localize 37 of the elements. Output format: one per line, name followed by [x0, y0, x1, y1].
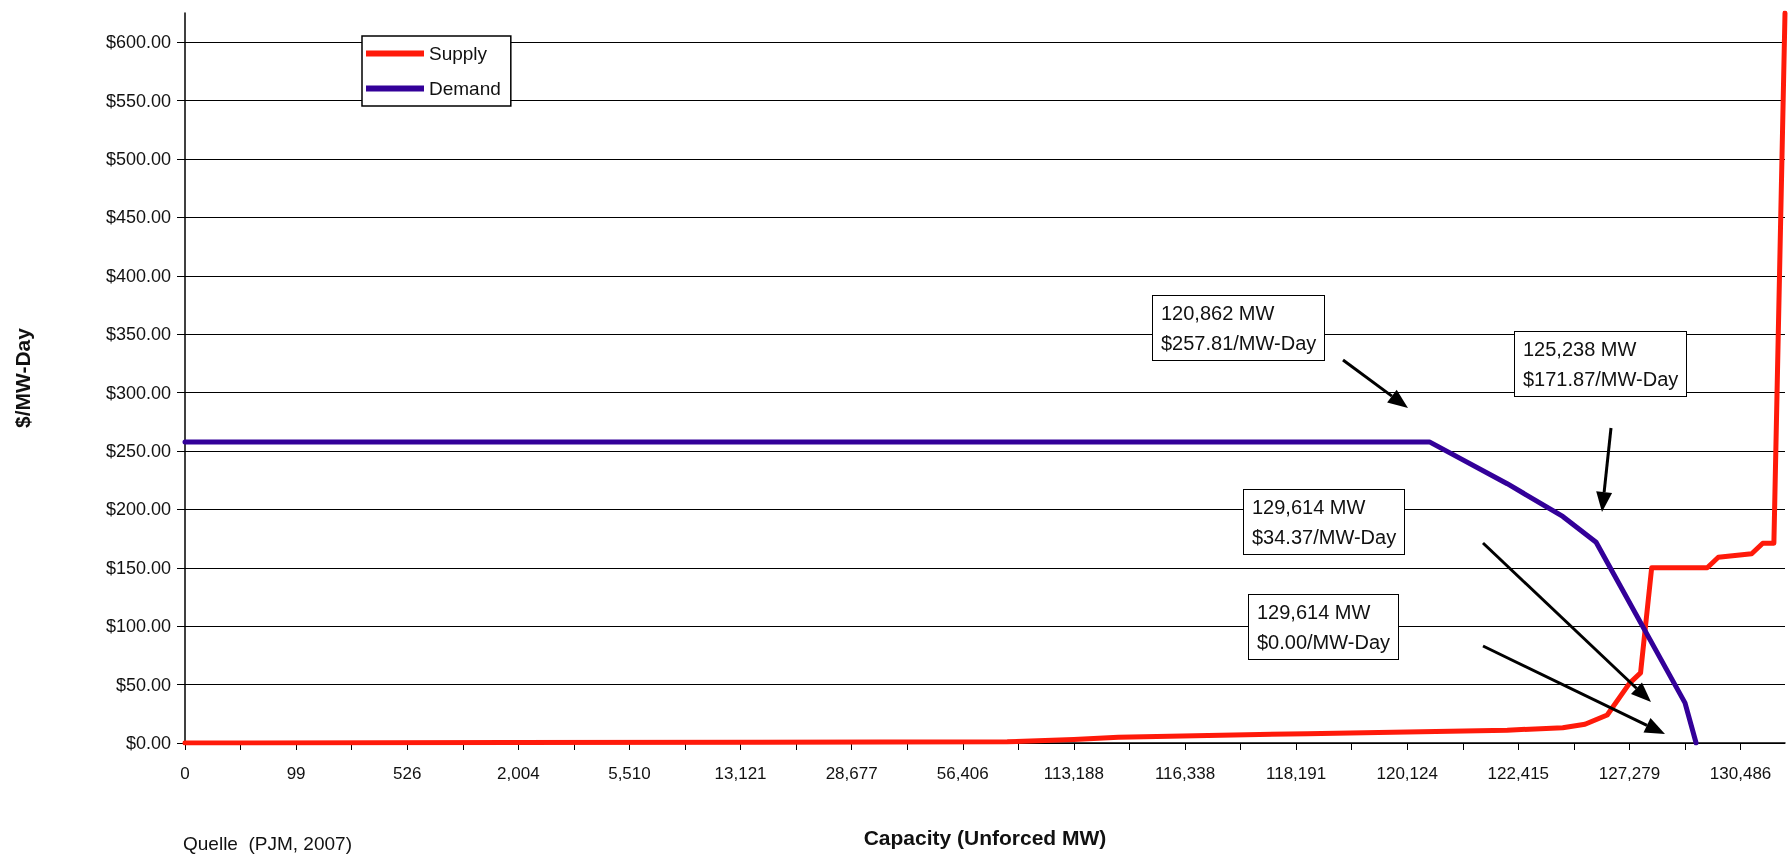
annotation: 129,614 MW $34.37/MW-Day — [1243, 489, 1406, 555]
x-tick-label: 0 — [180, 764, 190, 783]
y-tick-label: $50.00 — [115, 674, 171, 695]
y-tick-label: $0.00 — [125, 733, 171, 753]
y-tick-label: $550.00 — [105, 90, 171, 111]
x-tick-label: 28,677 — [825, 764, 878, 783]
x-tick-label: 99 — [286, 764, 306, 783]
y-tick-label: $600.00 — [105, 32, 171, 53]
x-tick-label: 5,510 — [608, 764, 651, 783]
y-axis-title: $/MW-Day — [11, 327, 34, 428]
annotation: 120,862 MW $257.81/MW-Day — [1152, 295, 1326, 361]
annotation: 125,238 MW $171.87/MW-Day — [1514, 331, 1688, 397]
y-tick-label: $400.00 — [105, 265, 171, 286]
source-note: Quelle (PJM, 2007) — [183, 833, 352, 855]
x-tick-label: 127,279 — [1598, 764, 1661, 783]
y-tick-label: $300.00 — [105, 382, 171, 403]
y-tick-label: $500.00 — [105, 149, 171, 169]
y-tick-label: $200.00 — [105, 499, 171, 520]
x-tick-label: 113,188 — [1043, 764, 1104, 783]
x-tick-label: 130,486 — [1709, 764, 1772, 783]
legend-label: Demand — [429, 78, 501, 99]
y-tick-label: $100.00 — [105, 616, 171, 637]
x-tick-label: 56,406 — [936, 764, 989, 783]
x-tick-label: 526 — [393, 764, 422, 783]
annotation: 129,614 MW $0.00/MW-Day — [1248, 594, 1400, 660]
x-tick-label: 120,124 — [1376, 764, 1438, 783]
y-tick-label: $250.00 — [105, 441, 171, 461]
x-tick-label: 13,121 — [714, 764, 767, 783]
y-tick-label: $150.00 — [105, 557, 171, 578]
x-tick-label: 122,415 — [1487, 764, 1550, 783]
y-tick-label: $350.00 — [105, 324, 171, 345]
y-tick-label: $450.00 — [105, 207, 171, 228]
x-axis-title: Capacity (Unforced MW) — [863, 826, 1107, 849]
x-tick-label: 118,191 — [1266, 764, 1327, 783]
x-tick-label: 116,338 — [1154, 764, 1216, 783]
x-tick-label: 2,004 — [497, 764, 540, 783]
legend-label: Supply — [429, 43, 488, 64]
